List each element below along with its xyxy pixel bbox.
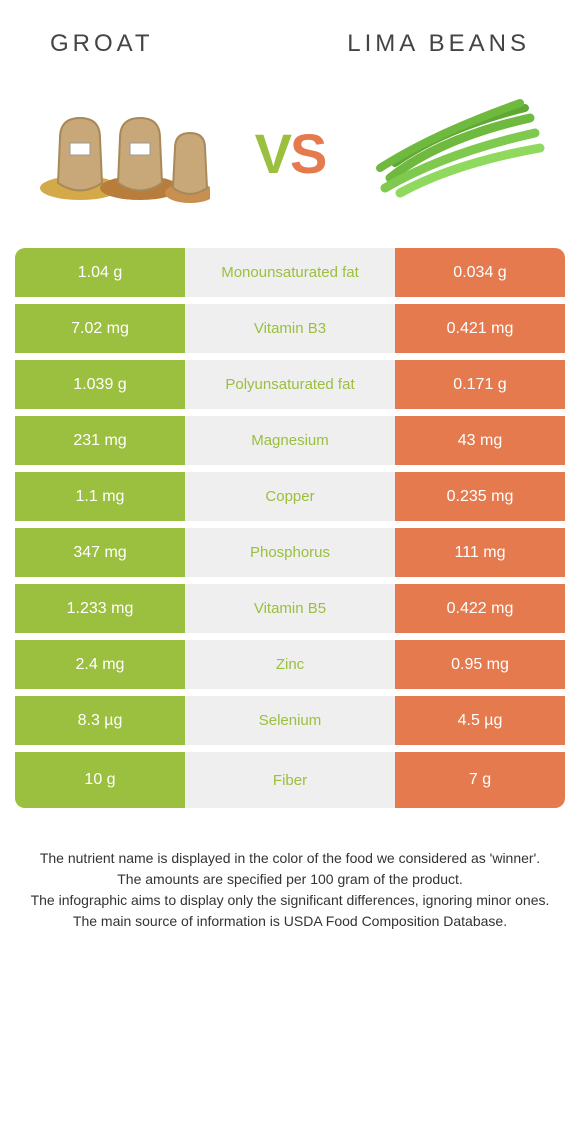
footnote-line: The main source of information is USDA F…	[20, 911, 560, 932]
nutrient-row: 1.233 mgVitamin B50.422 mg	[15, 584, 565, 640]
right-value-cell: 0.235 mg	[395, 472, 565, 521]
left-value-cell: 8.3 µg	[15, 696, 185, 745]
nutrient-label-cell: Monounsaturated fat	[185, 248, 395, 297]
right-value-cell: 0.034 g	[395, 248, 565, 297]
nutrient-row: 347 mgPhosphorus111 mg	[15, 528, 565, 584]
right-value-cell: 0.421 mg	[395, 304, 565, 353]
right-value-cell: 0.171 g	[395, 360, 565, 409]
left-value-cell: 1.039 g	[15, 360, 185, 409]
nutrient-label-cell: Vitamin B3	[185, 304, 395, 353]
nutrient-label-cell: Zinc	[185, 640, 395, 689]
vs-v-letter: V	[255, 122, 290, 185]
right-food-title: Lima beans	[347, 30, 530, 58]
nutrient-row: 8.3 µgSelenium4.5 µg	[15, 696, 565, 752]
groat-icon	[30, 88, 210, 218]
nutrient-row: 1.1 mgCopper0.235 mg	[15, 472, 565, 528]
vs-badge: VS	[255, 121, 326, 186]
nutrient-label-cell: Copper	[185, 472, 395, 521]
nutrient-label-cell: Vitamin B5	[185, 584, 395, 633]
right-value-cell: 0.95 mg	[395, 640, 565, 689]
nutrient-label-cell: Polyunsaturated fat	[185, 360, 395, 409]
images-row: VS	[0, 68, 580, 248]
nutrient-row: 7.02 mgVitamin B30.421 mg	[15, 304, 565, 360]
right-value-cell: 7 g	[395, 752, 565, 808]
nutrient-table: 1.04 gMonounsaturated fat0.034 g7.02 mgV…	[15, 248, 565, 808]
left-value-cell: 1.233 mg	[15, 584, 185, 633]
nutrient-label-cell: Selenium	[185, 696, 395, 745]
right-value-cell: 0.422 mg	[395, 584, 565, 633]
footnote-line: The amounts are specified per 100 gram o…	[20, 869, 560, 890]
right-food-image	[370, 88, 550, 218]
left-value-cell: 10 g	[15, 752, 185, 808]
nutrient-row: 1.04 gMonounsaturated fat0.034 g	[15, 248, 565, 304]
header-row: Groat Lima beans	[0, 0, 580, 68]
nutrient-label-cell: Magnesium	[185, 416, 395, 465]
nutrient-row: 10 gFiber7 g	[15, 752, 565, 808]
footnote-line: The infographic aims to display only the…	[20, 890, 560, 911]
nutrient-label-cell: Fiber	[185, 752, 395, 808]
nutrient-row: 1.039 gPolyunsaturated fat0.171 g	[15, 360, 565, 416]
left-value-cell: 1.04 g	[15, 248, 185, 297]
beans-icon	[370, 88, 550, 218]
nutrient-row: 231 mgMagnesium43 mg	[15, 416, 565, 472]
right-value-cell: 43 mg	[395, 416, 565, 465]
footnote-line: The nutrient name is displayed in the co…	[20, 848, 560, 869]
footnotes: The nutrient name is displayed in the co…	[0, 808, 580, 962]
right-value-cell: 111 mg	[395, 528, 565, 577]
left-value-cell: 1.1 mg	[15, 472, 185, 521]
left-food-image	[30, 88, 210, 218]
left-value-cell: 2.4 mg	[15, 640, 185, 689]
left-food-title: Groat	[50, 30, 154, 58]
left-value-cell: 231 mg	[15, 416, 185, 465]
nutrient-label-cell: Phosphorus	[185, 528, 395, 577]
right-value-cell: 4.5 µg	[395, 696, 565, 745]
nutrient-row: 2.4 mgZinc0.95 mg	[15, 640, 565, 696]
vs-s-letter: S	[290, 122, 325, 185]
left-value-cell: 347 mg	[15, 528, 185, 577]
left-value-cell: 7.02 mg	[15, 304, 185, 353]
